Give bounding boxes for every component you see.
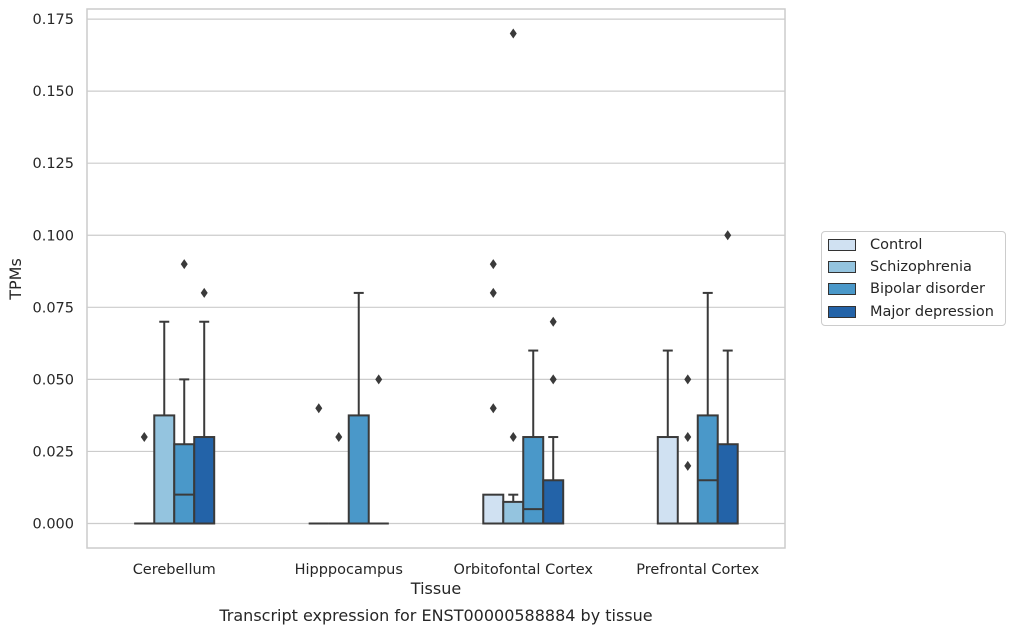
x-tick-label: Orbitofontal Cortex	[454, 562, 594, 578]
outlier-point	[489, 287, 497, 298]
box	[522, 436, 545, 525]
box	[502, 500, 525, 525]
outlier-point	[724, 230, 732, 241]
box	[542, 479, 565, 525]
y-tick-label: 0.025	[32, 444, 74, 460]
legend-item: Major depression	[828, 302, 994, 322]
box-group	[308, 403, 329, 525]
box	[193, 436, 216, 525]
box	[482, 493, 505, 525]
legend-swatch	[828, 306, 856, 318]
legend-swatch	[828, 261, 856, 273]
outlier-point	[549, 316, 557, 327]
boxes	[134, 28, 739, 525]
box-group	[134, 432, 155, 525]
outlier-point	[549, 374, 557, 385]
box-group	[677, 374, 698, 525]
box-group	[716, 230, 739, 525]
legend-swatch	[828, 239, 856, 251]
y-tick-label: 0.000	[32, 517, 74, 533]
legend: Control Schizophrenia Bipolar disorder M…	[821, 231, 1006, 326]
box	[173, 443, 196, 525]
outlier-point	[489, 403, 497, 414]
x-tick-label: Hipppocampus	[295, 562, 403, 578]
y-tick-label: 0.100	[32, 228, 74, 244]
box-group	[696, 291, 719, 525]
y-tick-label: 0.075	[32, 300, 74, 316]
box	[696, 414, 719, 525]
box	[347, 414, 370, 525]
box-group	[522, 349, 545, 525]
outlier-point	[180, 259, 188, 270]
plot-border	[86, 8, 786, 549]
outlier-point	[335, 432, 343, 443]
box-group	[193, 287, 216, 525]
outlier-point	[200, 287, 208, 298]
box-group	[328, 432, 349, 525]
tick-labels: 0.000 0.025 0.050 0.075 0.100 0.125 0.150 0.175…	[32, 12, 759, 578]
box-group	[542, 316, 565, 525]
box-group	[347, 291, 370, 525]
box-group	[656, 349, 679, 525]
box	[716, 443, 739, 525]
box	[153, 414, 176, 525]
legend-label: Major depression	[870, 304, 994, 320]
legend-item: Schizophrenia	[828, 257, 972, 277]
x-tick-label: Prefrontal Cortex	[636, 562, 759, 578]
outlier-point	[489, 259, 497, 270]
y-axis-label: TPMs	[6, 258, 25, 301]
outlier-point	[315, 403, 323, 414]
outlier-point	[140, 432, 148, 443]
outlier-point	[684, 374, 692, 385]
x-axis-label: Tissue	[410, 579, 461, 598]
x-tick-label: Cerebellum	[133, 562, 216, 578]
box	[656, 436, 679, 525]
outlier-point	[684, 460, 692, 471]
chart-caption: Transcript expression for ENST0000058888…	[219, 606, 653, 625]
y-tick-label: 0.125	[32, 156, 74, 172]
legend-label: Schizophrenia	[870, 259, 972, 275]
legend-item: Control	[828, 235, 922, 255]
y-tick-label: 0.050	[32, 372, 74, 388]
outlier-point	[509, 28, 517, 39]
box-group	[368, 374, 389, 525]
outlier-point	[375, 374, 383, 385]
legend-label: Control	[870, 237, 923, 253]
y-tick-label: 0.175	[32, 12, 74, 28]
y-tick-label: 0.150	[32, 84, 74, 100]
legend-item: Bipolar disorder	[828, 279, 985, 299]
box-group	[482, 259, 505, 525]
legend-swatch	[828, 283, 856, 295]
outlier-point	[684, 432, 692, 443]
legend-label: Bipolar disorder	[870, 281, 985, 297]
outlier-point	[509, 432, 517, 443]
plot-frame	[86, 8, 786, 549]
